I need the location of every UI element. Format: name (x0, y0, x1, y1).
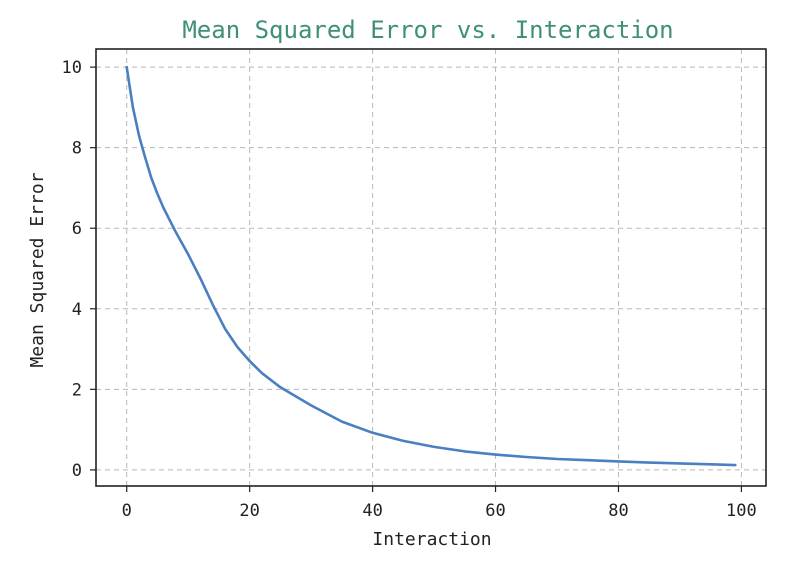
plot-frame (95, 48, 767, 487)
x-tick-label: 100 (726, 501, 757, 521)
series-line-0 (125, 65, 737, 467)
x-tick-label: 80 (608, 501, 628, 521)
chart-title: Mean Squared Error vs. Interaction (182, 16, 673, 44)
y-tick-label: 10 (62, 58, 82, 78)
y-axis-label: Mean Squared Error (27, 172, 48, 367)
y-tick-label: 8 (72, 139, 82, 159)
x-axis-label: Interaction (372, 529, 491, 550)
y-tick-label: 0 (72, 461, 82, 481)
x-tick-label: 0 (122, 501, 132, 521)
y-tick-label: 2 (72, 380, 82, 400)
y-tick-label: 4 (72, 300, 82, 320)
grid (96, 49, 766, 486)
y-axis-ticks: 0 2 4 6 8 10 (62, 58, 96, 481)
x-tick-label: 60 (485, 501, 505, 521)
series-layer (125, 65, 737, 467)
x-tick-label: 20 (239, 501, 259, 521)
y-tick-label: 6 (72, 219, 82, 239)
x-tick-label: 40 (362, 501, 382, 521)
x-axis-ticks: 0 20 40 60 80 100 (122, 486, 757, 521)
